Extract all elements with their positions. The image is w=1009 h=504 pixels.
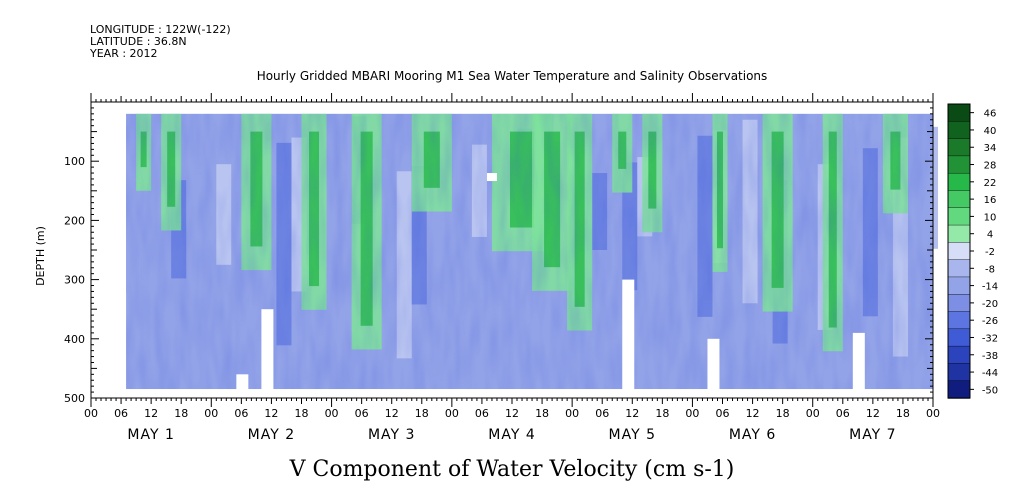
seafloor-blank (91, 389, 933, 398)
x-tick-label: 00 (445, 407, 459, 420)
x-day-label: MAY 2 (248, 427, 295, 443)
colorbar-label: 40 (984, 126, 997, 137)
x-tick-label: 00 (565, 407, 579, 420)
colorbar-swatch (947, 345, 971, 365)
colorbar-swatch (947, 207, 971, 226)
x-day-label: MAY 3 (368, 427, 415, 443)
x-tick-label: 00 (204, 407, 218, 420)
x-day-label: MAY 7 (849, 427, 896, 443)
colorbar-label: 16 (984, 195, 997, 206)
x-day-label: MAY 4 (488, 427, 535, 443)
heatmap-texture (126, 113, 934, 390)
colorbar-label: -14 (982, 282, 998, 293)
colorbar-label: 46 (984, 109, 997, 120)
y-tick-label: 200 (64, 214, 85, 227)
y-tick-label: 500 (64, 392, 85, 405)
colorbar-swatch (947, 328, 971, 347)
colorbar-label: -26 (982, 316, 998, 327)
x-tick-label: 06 (836, 407, 850, 420)
colorbar-swatch (947, 380, 971, 399)
colorbar-label: -32 (982, 333, 998, 344)
x-tick-label: 00 (806, 407, 820, 420)
chart-title: Hourly Gridded MBARI Mooring M1 Sea Wate… (257, 69, 768, 83)
x-tick-label: 12 (385, 407, 399, 420)
colorbar-swatch (947, 242, 971, 261)
x-tick-label: 00 (84, 407, 98, 420)
colorbar-swatch (947, 276, 971, 295)
colorbar-label: -38 (982, 351, 998, 362)
y-tick-label: 300 (64, 274, 85, 287)
x-tick-label: 06 (475, 407, 489, 420)
colorbar-label: -20 (982, 299, 998, 310)
colorbar-swatch (947, 190, 971, 209)
colorbar-label: 34 (984, 143, 997, 154)
year-label: YEAR : 2012 (90, 47, 158, 60)
colorbar-swatch (947, 294, 971, 313)
x-tick-label: 12 (505, 407, 519, 420)
colorbar-label: -44 (982, 368, 998, 379)
x-tick-label: 06 (595, 407, 609, 420)
colorbar-label: -8 (985, 264, 995, 275)
colorbar-swatch (947, 224, 971, 244)
x-tick-label: 12 (746, 407, 760, 420)
colorbar-label: 22 (984, 178, 997, 189)
colorbar-swatch (947, 363, 971, 382)
x-day-label: MAY 1 (127, 427, 174, 443)
x-tick-label: 06 (234, 407, 248, 420)
missing-data-cell (486, 173, 497, 182)
x-tick-label: 00 (685, 407, 699, 420)
x-tick-label: 18 (535, 407, 549, 420)
y-tick-label: 100 (64, 155, 85, 168)
x-tick-label: 00 (926, 407, 940, 420)
x-axis-label: V Component of Water Velocity (cm s-1) (289, 457, 735, 482)
colorbar-label: -2 (985, 247, 995, 258)
colorbar-swatch (947, 172, 971, 192)
colorbar-label: 4 (987, 230, 993, 241)
missing-data-gap (622, 279, 635, 398)
missing-data-gap (707, 338, 720, 398)
colorbar-swatch (947, 121, 971, 140)
longitude-label: LONGITUDE : 122W(-122) (90, 23, 231, 36)
colorbar-label: 10 (984, 212, 997, 223)
colorbar-swatch (947, 103, 971, 122)
x-tick-label: 18 (295, 407, 309, 420)
x-tick-label: 18 (776, 407, 790, 420)
colorbar-swatch (947, 259, 971, 278)
x-tick-label: 06 (355, 407, 369, 420)
x-day-label: MAY 5 (609, 427, 656, 443)
x-tick-label: 18 (174, 407, 188, 420)
x-tick-label: 12 (866, 407, 880, 420)
x-tick-label: 12 (264, 407, 278, 420)
x-tick-label: 00 (325, 407, 339, 420)
x-tick-label: 18 (415, 407, 429, 420)
missing-data-gap (852, 332, 865, 398)
x-day-label: MAY 6 (729, 427, 776, 443)
latitude-label: LATITUDE : 36.8N (90, 35, 187, 48)
missing-data-gap (261, 309, 274, 398)
x-tick-label: 06 (114, 407, 128, 420)
colorbar-label: -50 (982, 385, 998, 396)
x-tick-label: 06 (716, 407, 730, 420)
colorbar-frame (947, 103, 971, 399)
y-axis-label: DEPTH (m) (34, 226, 47, 286)
x-tick-label: 12 (144, 407, 158, 420)
x-tick-label: 18 (896, 407, 910, 420)
x-tick-label: 18 (655, 407, 669, 420)
y-tick-label: 400 (64, 333, 85, 346)
colorbar-swatch (947, 311, 971, 330)
x-tick-label: 12 (625, 407, 639, 420)
colorbar-swatch (947, 155, 971, 174)
colorbar-swatch (947, 138, 971, 157)
colorbar-label: 28 (984, 161, 997, 172)
